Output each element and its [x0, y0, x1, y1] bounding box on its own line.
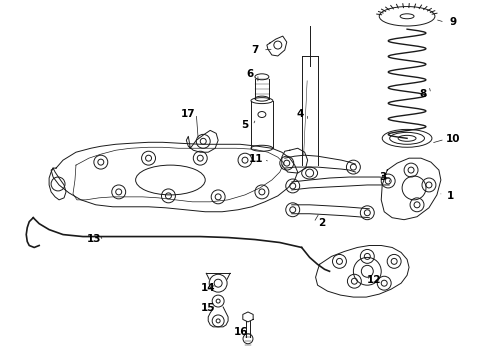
- Text: 14: 14: [201, 283, 216, 293]
- Text: 16: 16: [234, 327, 248, 337]
- Text: 2: 2: [318, 218, 325, 228]
- Text: 9: 9: [449, 17, 456, 27]
- Text: 8: 8: [419, 89, 427, 99]
- Text: 12: 12: [367, 275, 382, 285]
- Text: 10: 10: [445, 134, 460, 144]
- Text: 3: 3: [380, 172, 387, 182]
- Text: 1: 1: [447, 191, 454, 201]
- Text: 4: 4: [296, 108, 303, 118]
- Text: 13: 13: [87, 234, 101, 244]
- Text: 11: 11: [249, 154, 263, 164]
- Text: 5: 5: [242, 121, 248, 130]
- Text: 15: 15: [201, 303, 216, 313]
- Text: 6: 6: [246, 69, 254, 79]
- Text: 17: 17: [181, 108, 196, 118]
- Text: 7: 7: [251, 45, 259, 55]
